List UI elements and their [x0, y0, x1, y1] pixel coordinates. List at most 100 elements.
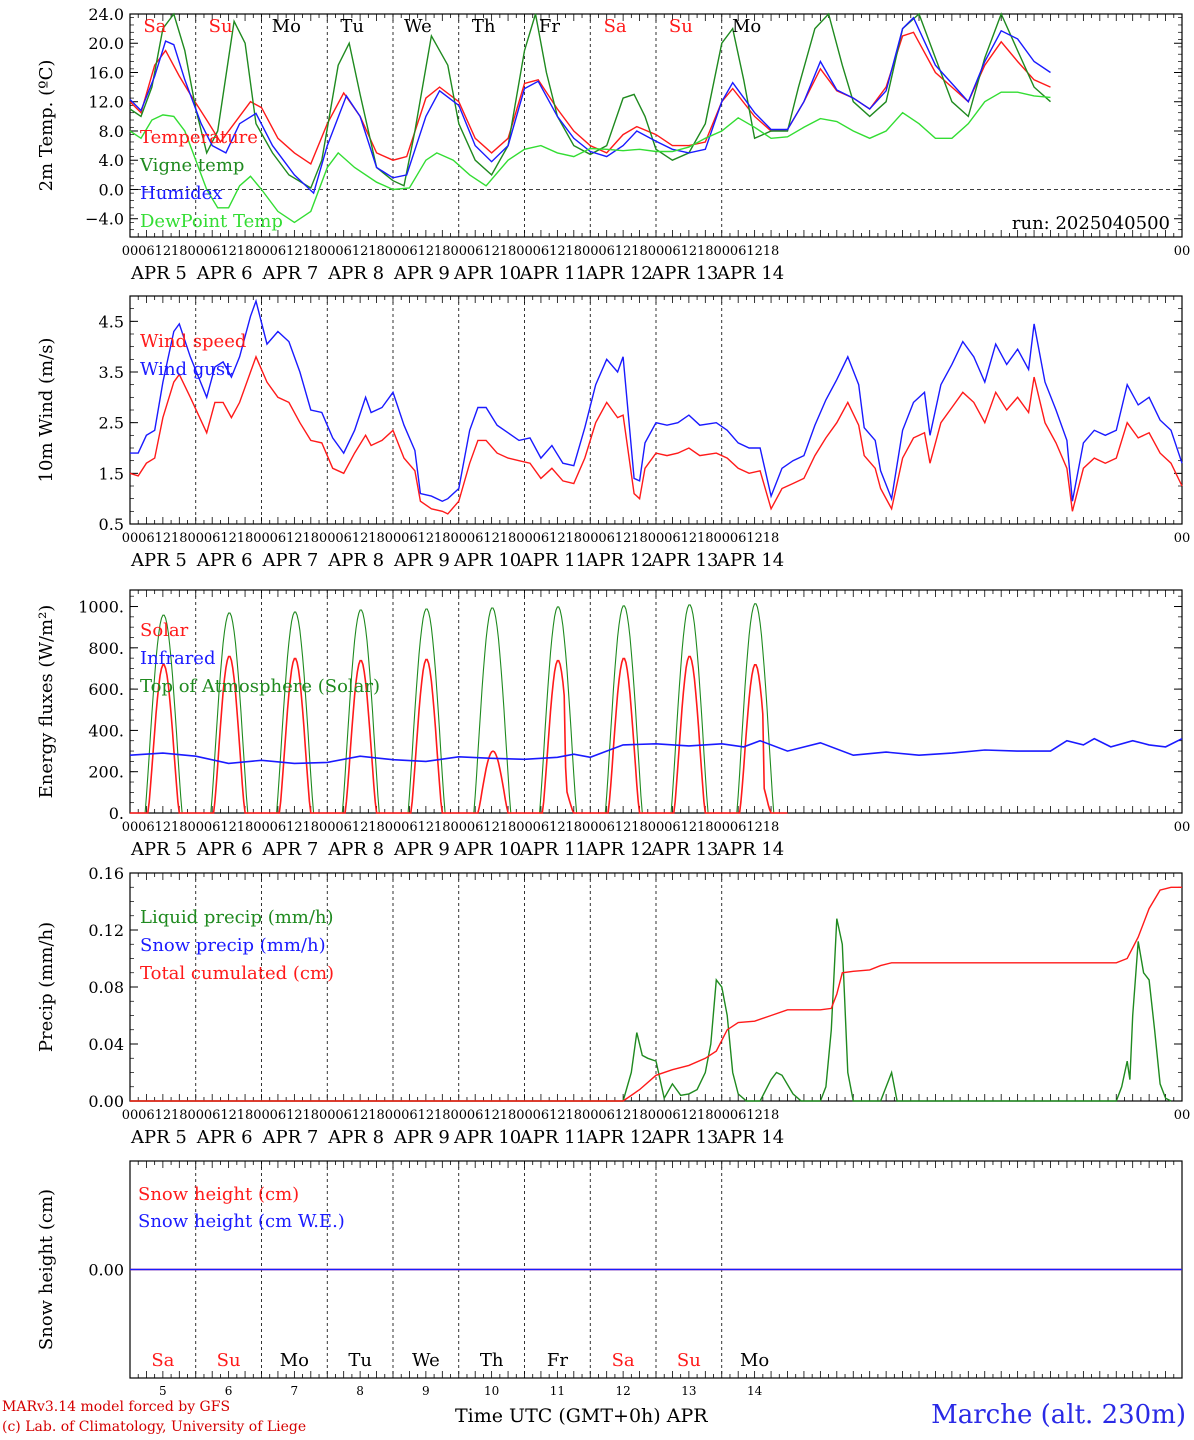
y-tick-label: 0.00 — [88, 1261, 124, 1280]
hour-tick-label: 06 — [467, 531, 484, 546]
hour-tick-label: 18 — [763, 244, 780, 259]
hour-tick-label: 06 — [335, 820, 352, 835]
dewpoint-temp-line — [129, 91, 1051, 224]
total-cumulated-cm--line — [130, 886, 1182, 1102]
y-tick-label: 800. — [88, 639, 124, 658]
legend-entry: Humidex — [140, 183, 222, 204]
day-number-label: 5 — [159, 1384, 167, 1398]
vigne-temp-line — [129, 12, 1051, 190]
weekday-label: Fr — [539, 16, 560, 37]
hour-tick-label: 18 — [631, 820, 648, 835]
date-label: APR 9 — [393, 1127, 450, 1148]
date-label: APR 6 — [196, 1127, 253, 1148]
hour-tick-label: 18 — [368, 531, 385, 546]
weekday-label: Mo — [280, 1350, 309, 1371]
hour-tick-label: 06 — [598, 820, 615, 835]
hour-tick-label: 12 — [483, 1108, 500, 1123]
hour-tick-label: 00 — [713, 1108, 730, 1123]
date-label: APR 6 — [196, 839, 253, 860]
hour-tick-label: 06 — [664, 1108, 681, 1123]
y-tick-label: 1000. — [78, 598, 124, 617]
date-label: APR 13 — [650, 263, 718, 284]
hour-tick-label: 18 — [171, 531, 188, 546]
hour-tick-label: 00 — [1174, 244, 1191, 259]
hour-tick-label: 18 — [631, 1108, 648, 1123]
y-axis-label: 10m Wind (m/s) — [36, 338, 57, 483]
date-label: APR 10 — [453, 839, 521, 860]
hour-tick-label: 12 — [418, 244, 435, 259]
date-label: APR 11 — [519, 263, 587, 284]
time-axis-title: Time UTC (GMT+0h) APR — [455, 1405, 708, 1427]
hour-tick-label: 12 — [155, 531, 172, 546]
hour-tick-label: 06 — [730, 244, 747, 259]
y-tick-label: 0.04 — [88, 1035, 124, 1054]
hour-tick-label: 06 — [335, 531, 352, 546]
hour-tick-label: 06 — [270, 1108, 287, 1123]
hour-tick-label: 18 — [368, 244, 385, 259]
weekday-label: Su — [209, 16, 233, 37]
hour-tick-label: 12 — [483, 531, 500, 546]
hour-tick-label: 12 — [615, 1108, 632, 1123]
hour-tick-label: 00 — [253, 244, 270, 259]
hour-tick-label: 00 — [319, 820, 336, 835]
weekday-label: Tu — [348, 1350, 372, 1371]
infrared-line — [129, 737, 1183, 765]
hour-tick-label: 06 — [138, 244, 155, 259]
hour-tick-label: 06 — [335, 244, 352, 259]
y-tick-label: 200. — [88, 763, 124, 782]
date-label: APR 8 — [327, 839, 384, 860]
hour-tick-label: 18 — [237, 1108, 254, 1123]
date-label: APR 7 — [261, 550, 318, 571]
hour-tick-label: 18 — [303, 244, 320, 259]
hour-tick-label: 06 — [138, 531, 155, 546]
hour-tick-label: 06 — [270, 244, 287, 259]
hour-tick-label: 00 — [122, 1108, 139, 1123]
toa-solar-line — [130, 603, 788, 814]
day-number-label: 7 — [291, 1384, 299, 1398]
hour-tick-label: 06 — [138, 820, 155, 835]
date-label: APR 14 — [716, 550, 784, 571]
hour-tick-label: 18 — [631, 531, 648, 546]
date-label: APR 9 — [393, 550, 450, 571]
y-axis-label: Energy fluxes (W/m²) — [36, 605, 57, 799]
hour-tick-label: 12 — [155, 1108, 172, 1123]
date-label: APR 10 — [453, 550, 521, 571]
hour-tick-label: 12 — [155, 820, 172, 835]
weekday-label: Th — [472, 16, 496, 37]
hour-tick-label: 12 — [681, 820, 698, 835]
hour-tick-label: 18 — [303, 820, 320, 835]
hour-tick-label: 18 — [171, 1108, 188, 1123]
hour-tick-label: 06 — [533, 1108, 550, 1123]
date-label: APR 13 — [650, 550, 718, 571]
legend-entry: Wind speed — [140, 331, 246, 352]
hour-tick-label: 12 — [549, 1108, 566, 1123]
hour-tick-label: 00 — [122, 531, 139, 546]
weekday-label: Tu — [340, 16, 364, 37]
hour-tick-label: 00 — [187, 531, 204, 546]
hour-tick-label: 06 — [401, 531, 418, 546]
hour-tick-label: 06 — [138, 1108, 155, 1123]
legend-entry: Total cumulated (cm) — [140, 963, 334, 984]
hour-tick-label: 06 — [730, 1108, 747, 1123]
wind-gust-line — [130, 298, 1183, 502]
hour-tick-label: 06 — [204, 820, 221, 835]
hour-tick-label: 06 — [598, 1108, 615, 1123]
weekday-label: Su — [677, 1350, 701, 1371]
y-tick-label: 0.08 — [88, 978, 124, 997]
hour-tick-label: 00 — [582, 244, 599, 259]
legend-entry: Infrared — [140, 648, 215, 669]
hour-tick-label: 00 — [450, 531, 467, 546]
y-tick-label: 0.12 — [88, 921, 124, 940]
weekday-label: Mo — [732, 16, 761, 37]
hour-tick-label: 06 — [598, 531, 615, 546]
model-credit: MARv3.14 model forced by GFS — [2, 1399, 231, 1415]
date-label: APR 12 — [584, 550, 652, 571]
hour-tick-label: 18 — [237, 244, 254, 259]
weekday-label: Sa — [604, 16, 627, 37]
hour-tick-label: 12 — [746, 531, 763, 546]
hour-tick-label: 12 — [549, 820, 566, 835]
legend-entry: Vigne temp — [139, 155, 244, 176]
hour-tick-label: 06 — [401, 244, 418, 259]
y-tick-label: 16.0 — [88, 63, 124, 82]
hour-tick-label: 12 — [615, 820, 632, 835]
